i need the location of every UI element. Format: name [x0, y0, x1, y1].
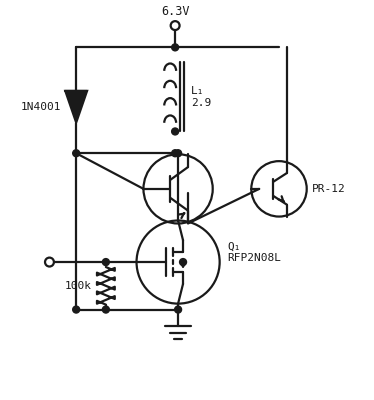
Circle shape	[172, 150, 179, 157]
Text: 6.3V: 6.3V	[161, 5, 189, 18]
Text: Q₁
RFP2N08L: Q₁ RFP2N08L	[227, 241, 282, 263]
Text: L₁
2.9: L₁ 2.9	[191, 86, 211, 108]
Circle shape	[73, 150, 80, 157]
Circle shape	[102, 259, 109, 266]
Circle shape	[175, 306, 181, 313]
Text: PR-12: PR-12	[312, 184, 346, 194]
Text: 100k: 100k	[65, 281, 92, 291]
Circle shape	[172, 44, 179, 51]
Circle shape	[102, 306, 109, 313]
Polygon shape	[65, 91, 87, 122]
Circle shape	[180, 259, 187, 266]
Circle shape	[175, 150, 181, 157]
Circle shape	[172, 128, 179, 135]
Circle shape	[73, 306, 80, 313]
Text: 1N4001: 1N4001	[21, 102, 61, 112]
